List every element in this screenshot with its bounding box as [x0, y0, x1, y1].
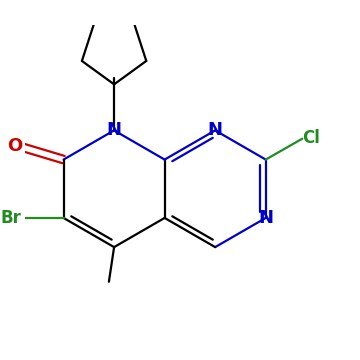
Text: Cl: Cl — [303, 129, 320, 147]
Text: N: N — [208, 121, 223, 139]
Text: O: O — [7, 137, 22, 155]
Text: N: N — [258, 209, 273, 227]
Text: N: N — [107, 121, 122, 139]
Text: Br: Br — [1, 209, 22, 227]
